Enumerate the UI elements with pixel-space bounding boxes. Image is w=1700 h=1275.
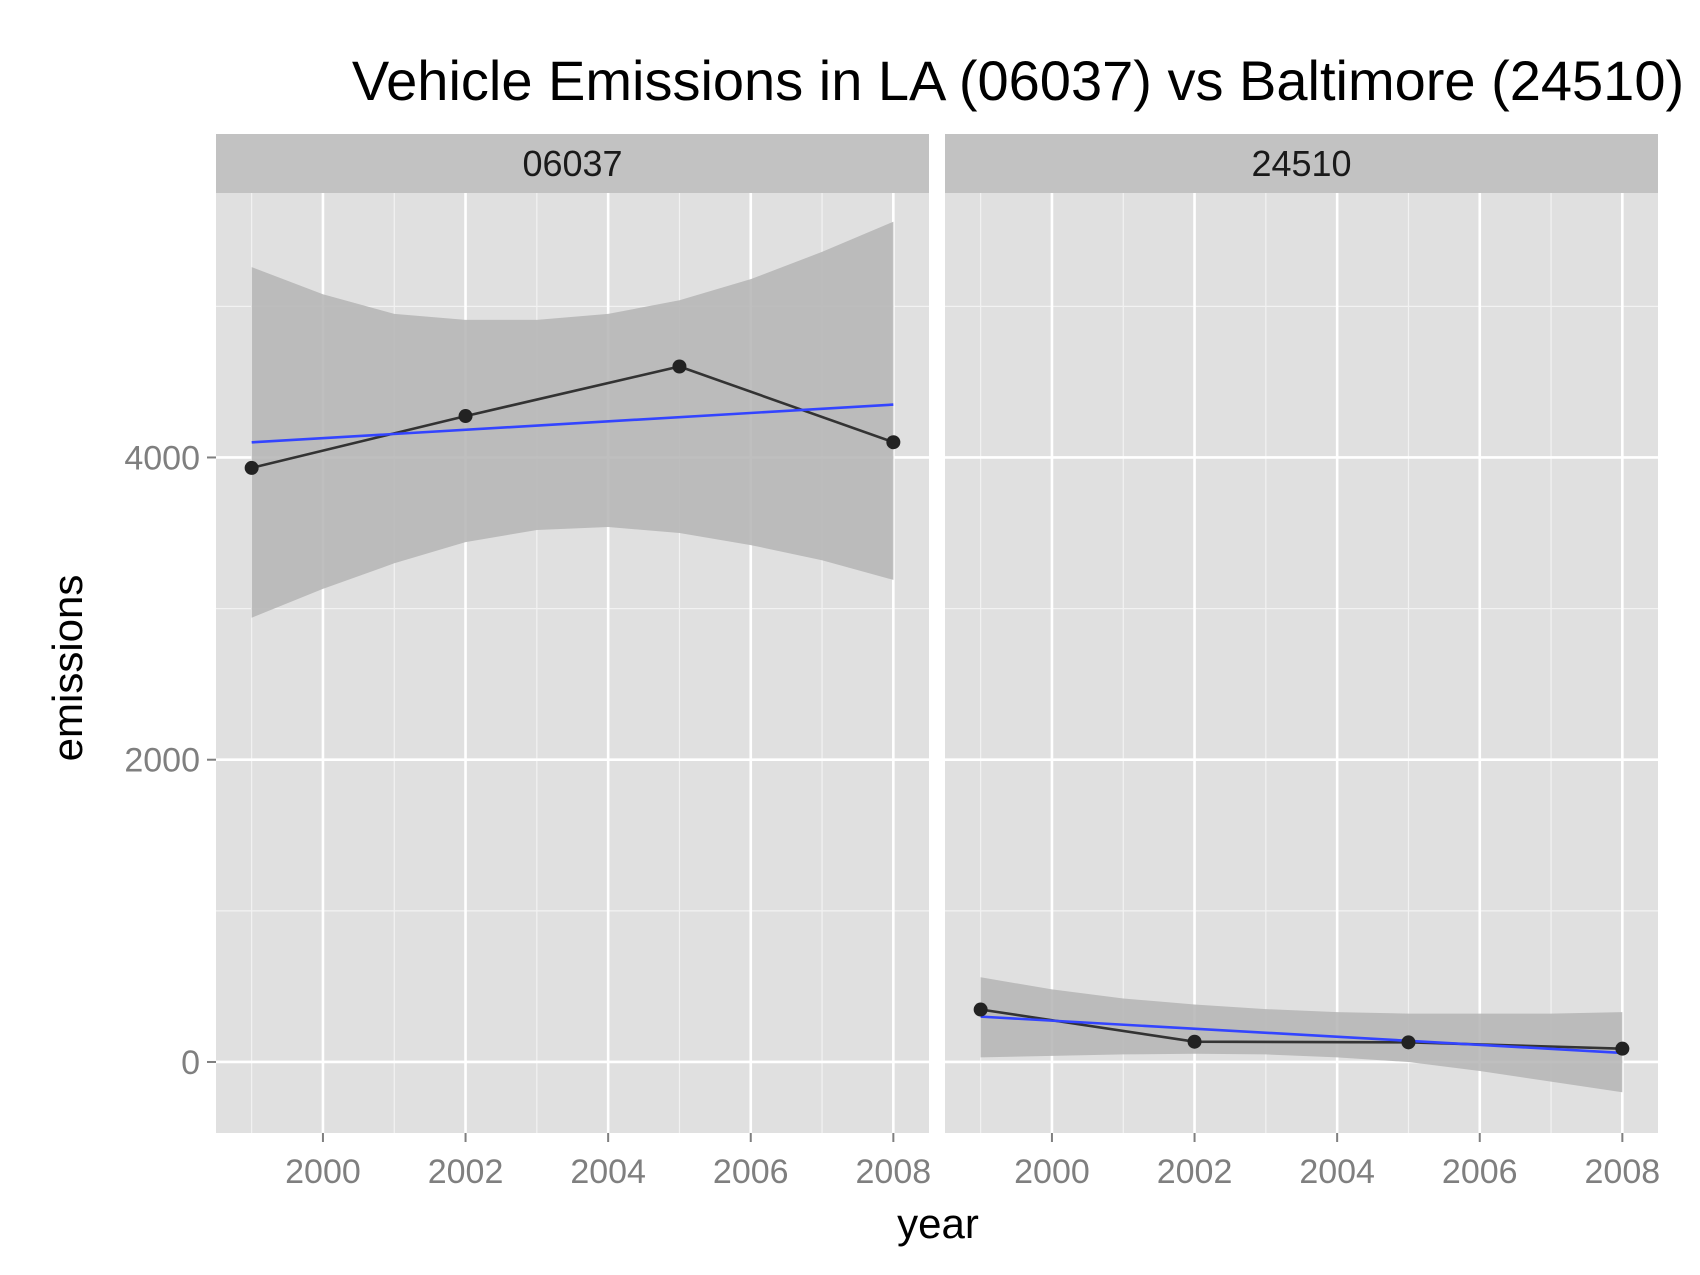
y-tick-label: 0: [181, 1044, 200, 1082]
series-line: [980, 1008, 1623, 1050]
x-axis-title: year: [897, 1200, 979, 1247]
x-tick-label: 2000: [285, 1153, 361, 1191]
facet-strip: [945, 134, 1658, 193]
data-point: [1615, 1041, 1630, 1056]
series-line: [251, 365, 894, 470]
data-point: [458, 409, 473, 424]
y-tick-label: 2000: [124, 742, 200, 780]
facet-strip-label: 06037: [522, 143, 622, 184]
data-point: [672, 359, 687, 374]
x-tick-label: 2006: [713, 1153, 789, 1191]
x-tick-label: 2002: [1157, 1153, 1233, 1191]
y-tick-label: 4000: [124, 439, 200, 477]
x-tick-label: 2004: [570, 1153, 646, 1191]
y-axis: 0 2000 4000: [124, 439, 216, 1082]
facet-strip: [216, 134, 929, 193]
x-tick-label: 2004: [1299, 1153, 1375, 1191]
data-point: [973, 1002, 988, 1017]
trend-line: [980, 1015, 1623, 1055]
x-tick-label: 2008: [1585, 1153, 1661, 1191]
confidence-ribbon: [251, 221, 894, 618]
trend-line: [251, 403, 894, 444]
y-axis-title: emissions: [44, 575, 91, 762]
data-point: [886, 435, 901, 450]
panel-background: [945, 193, 1658, 1133]
facet-panel-06037: 06037 2000 2002 2004 2006 2008: [216, 134, 931, 1191]
facet-panel-24510: 24510 2000 2002 2004 2006 2008: [945, 134, 1660, 1191]
x-tick-label: 2000: [1014, 1153, 1090, 1191]
data-point: [1187, 1034, 1202, 1049]
x-tick-label: 2008: [856, 1153, 932, 1191]
data-point: [244, 460, 259, 475]
x-tick-label: 2006: [1442, 1153, 1518, 1191]
facet-panels: 06037 2000 2002 2004 2006 2008 24510 2000 2002 20…: [216, 134, 1660, 1191]
facet-strip-label: 24510: [1251, 143, 1351, 184]
x-tick-label: 2002: [428, 1153, 504, 1191]
data-point: [1401, 1035, 1416, 1050]
chart-title: Vehicle Emissions in LA (06037) vs Balti…: [352, 49, 1684, 112]
